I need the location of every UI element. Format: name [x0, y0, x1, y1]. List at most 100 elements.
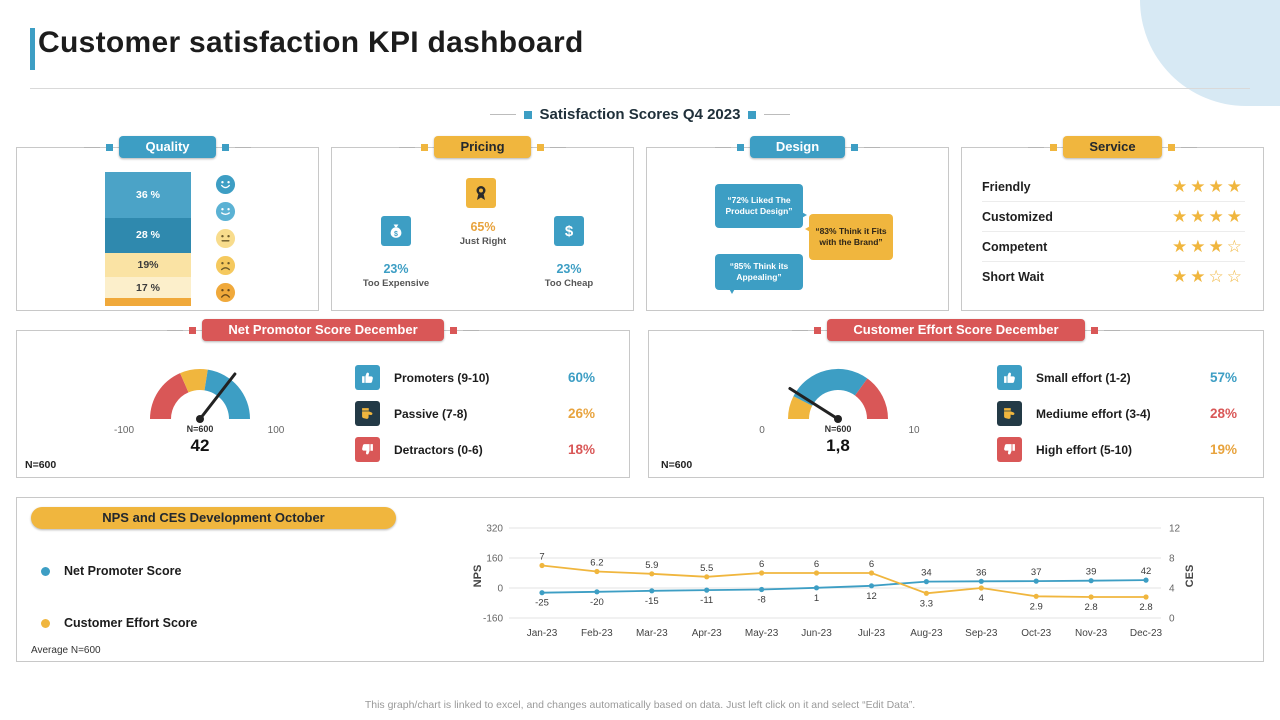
nps-series-dot — [41, 566, 50, 576]
connector-line — [84, 146, 101, 148]
svg-text:160: 160 — [486, 554, 503, 565]
svg-text:CES: CES — [1184, 565, 1196, 588]
legend-percent: 28% — [1209, 406, 1237, 421]
svg-text:N=600: N=600 — [825, 424, 852, 434]
svg-text:37: 37 — [1031, 567, 1042, 578]
svg-text:Apr-23: Apr-23 — [692, 628, 722, 639]
pricing-left-label: Too Expensive — [362, 278, 430, 289]
legend-item: Mediume effort (3-4) 28% — [997, 401, 1237, 426]
svg-text:Jun-23: Jun-23 — [801, 628, 832, 639]
legend-item: Detractors (0-6) 18% — [355, 437, 595, 462]
star-filled-icon: ★ — [1172, 267, 1191, 286]
sample-size: N=600 — [661, 459, 693, 471]
legend-item: High effort (5-10) 19% — [997, 437, 1237, 462]
section-title: Satisfaction Scores Q4 2023 — [539, 106, 741, 123]
svg-text:1: 1 — [814, 593, 819, 604]
star-filled-icon: ★ — [1190, 176, 1209, 196]
gauge-needle — [788, 387, 840, 421]
ces-pill-wrap: Customer Effort Score December — [648, 319, 1264, 341]
service-row-label: Friendly — [982, 179, 1031, 194]
connector-square — [106, 143, 114, 151]
connector-square — [736, 143, 744, 151]
svg-text:0: 0 — [759, 425, 765, 436]
ces-panel-title: Customer Effort Score December — [827, 319, 1085, 341]
service-pill-wrap: Service — [961, 136, 1264, 158]
unhappy-face-icon — [215, 255, 236, 276]
svg-text:Mar-23: Mar-23 — [636, 628, 668, 639]
star-filled-icon: ★ — [1172, 206, 1191, 226]
legend-item: Promoters (9-10) 60% — [355, 365, 595, 390]
svg-text:100: 100 — [268, 425, 285, 436]
svg-text:34: 34 — [921, 568, 932, 579]
rating-stars[interactable]: ★★★☆ — [1172, 237, 1245, 257]
very-unhappy-face-icon — [215, 282, 236, 303]
legend-percent: 18% — [567, 442, 595, 457]
star-filled-icon: ★ — [1208, 206, 1227, 226]
svg-text:6: 6 — [869, 559, 874, 570]
ces-panel: 0 10 N=600 1,8 N=600 Small effort (1-2) 57% M… — [648, 330, 1264, 478]
svg-text:-15: -15 — [645, 596, 659, 607]
connector-line — [489, 114, 516, 115]
ces-gauge-chart[interactable]: 0 10 N=600 1,8 — [733, 347, 943, 465]
svg-text:5.5: 5.5 — [700, 563, 713, 574]
quality-bar-segment: 28 % — [105, 217, 191, 253]
service-row: Competent ★★★☆ — [982, 232, 1245, 262]
service-row-label: Competent — [982, 239, 1048, 254]
quality-bar-segment — [105, 298, 191, 306]
section-header: Satisfaction Scores Q4 2023 — [0, 106, 1280, 123]
neutral-face-icon — [215, 228, 236, 249]
svg-text:Jul-23: Jul-23 — [858, 628, 886, 639]
star-filled-icon: ★ — [1208, 236, 1227, 256]
connector-square — [523, 110, 532, 119]
svg-text:$: $ — [394, 231, 398, 238]
svg-text:Nov-23: Nov-23 — [1075, 628, 1108, 639]
star-filled-icon: ★ — [1190, 267, 1209, 286]
connector-square — [748, 110, 757, 119]
star-filled-icon: ★ — [1172, 176, 1191, 196]
svg-text:NPS: NPS — [472, 565, 484, 588]
quote-bubble: “83% Think it Fits with the Brand” — [805, 214, 893, 260]
legend-item: Passive (7-8) 26% — [355, 401, 595, 426]
svg-text:Aug-23: Aug-23 — [910, 628, 943, 639]
trend-title: NPS and CES Development October — [31, 507, 396, 529]
ces-series-dot — [41, 618, 50, 628]
svg-text:2.8: 2.8 — [1084, 602, 1097, 613]
gauge-needle — [198, 372, 237, 421]
connector-square — [814, 326, 822, 334]
thumb-down-icon — [997, 437, 1022, 462]
connector-square — [421, 143, 429, 151]
quality-stacked-bar[interactable]: 36 % 28 % 19% 17 % — [105, 172, 191, 306]
title-divider — [30, 88, 1250, 89]
dollar-icon: $ — [554, 216, 584, 246]
svg-text:1,8: 1,8 — [826, 436, 850, 455]
connector-line — [764, 114, 791, 115]
nps-gauge-chart[interactable]: -100 100 N=600 42 — [95, 347, 305, 465]
svg-text:-8: -8 — [757, 595, 765, 606]
nps-pill-wrap: Net Promotor Score December — [16, 319, 630, 341]
svg-text:Oct-23: Oct-23 — [1021, 628, 1051, 639]
svg-text:May-23: May-23 — [745, 628, 779, 639]
legend-label: Small effort (1-2) — [1036, 370, 1131, 385]
rating-stars[interactable]: ★★★★ — [1172, 207, 1245, 227]
very-happy-face-icon — [215, 174, 236, 195]
ces-legend: Small effort (1-2) 57% Mediume effort (3-4… — [997, 365, 1237, 462]
connector-line — [549, 146, 566, 148]
legend-item-ces: Customer Effort Score — [41, 616, 197, 630]
design-panel-title: Design — [749, 136, 846, 158]
svg-text:12: 12 — [1169, 524, 1181, 535]
sample-size: N=600 — [25, 459, 57, 471]
star-filled-icon: ★ — [1208, 176, 1227, 196]
rating-stars[interactable]: ★★★★ — [1172, 177, 1245, 197]
thumb-side-icon — [355, 401, 380, 426]
money-bag-icon: $ — [381, 216, 411, 246]
connector-line — [714, 146, 731, 148]
svg-text:10: 10 — [908, 425, 920, 436]
trend-line-chart[interactable]: 320 12 160 8 0 4 -160 0 Jan-23 Feb-23 Mar-23 Apr-23… — [469, 516, 1209, 650]
svg-text:0: 0 — [1169, 614, 1175, 625]
pricing-panel: 65% Just Right $ 23% Too Expensive $ 23%… — [331, 147, 634, 311]
star-filled-icon: ★ — [1226, 206, 1245, 226]
nps-legend: Promoters (9-10) 60% Passive (7-8) 26% Detra… — [355, 365, 595, 462]
rating-stars[interactable]: ★★☆☆ — [1172, 267, 1245, 287]
svg-text:$: $ — [565, 223, 574, 240]
happy-face-icon — [215, 201, 236, 222]
